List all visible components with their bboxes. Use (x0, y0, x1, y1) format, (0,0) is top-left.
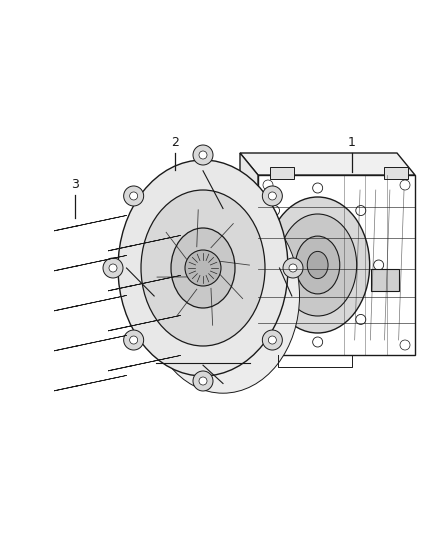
Polygon shape (240, 153, 415, 175)
Polygon shape (54, 305, 80, 311)
Circle shape (199, 151, 207, 159)
Polygon shape (128, 236, 180, 246)
Text: 3: 3 (71, 179, 79, 191)
Circle shape (130, 336, 138, 344)
Polygon shape (108, 245, 134, 251)
Polygon shape (108, 285, 134, 291)
Bar (371, 269, 399, 290)
Ellipse shape (118, 160, 288, 376)
Circle shape (103, 258, 123, 278)
Circle shape (193, 371, 213, 391)
Ellipse shape (146, 199, 300, 393)
Polygon shape (74, 295, 127, 306)
Text: 1: 1 (348, 136, 356, 149)
Circle shape (124, 330, 144, 350)
Circle shape (268, 336, 276, 344)
Circle shape (262, 330, 283, 350)
Ellipse shape (266, 197, 370, 333)
Circle shape (269, 314, 279, 325)
Text: 2: 2 (171, 136, 179, 149)
Ellipse shape (296, 236, 340, 294)
Circle shape (356, 314, 366, 325)
Polygon shape (74, 215, 127, 227)
Circle shape (193, 145, 213, 165)
Polygon shape (54, 345, 80, 351)
Polygon shape (74, 335, 127, 346)
Ellipse shape (185, 250, 221, 286)
Circle shape (269, 206, 279, 215)
Circle shape (262, 186, 283, 206)
Circle shape (356, 206, 366, 215)
Circle shape (313, 337, 323, 347)
Ellipse shape (307, 252, 328, 279)
Circle shape (374, 260, 384, 270)
Polygon shape (128, 316, 180, 327)
Ellipse shape (171, 228, 235, 308)
Circle shape (199, 377, 207, 385)
Polygon shape (128, 356, 180, 367)
Polygon shape (108, 325, 134, 331)
Circle shape (124, 186, 144, 206)
Circle shape (252, 260, 261, 270)
Polygon shape (54, 265, 80, 271)
Ellipse shape (141, 190, 265, 346)
Ellipse shape (279, 214, 357, 316)
Polygon shape (54, 385, 80, 391)
Circle shape (109, 264, 117, 272)
Circle shape (289, 264, 297, 272)
Polygon shape (74, 375, 127, 386)
Polygon shape (240, 153, 258, 355)
Circle shape (283, 258, 303, 278)
Bar (384, 167, 408, 179)
Polygon shape (108, 366, 134, 371)
Polygon shape (74, 255, 127, 266)
Bar (269, 167, 293, 179)
Polygon shape (128, 276, 180, 287)
Circle shape (268, 192, 276, 200)
Polygon shape (54, 225, 80, 231)
Circle shape (313, 183, 323, 193)
Circle shape (130, 192, 138, 200)
